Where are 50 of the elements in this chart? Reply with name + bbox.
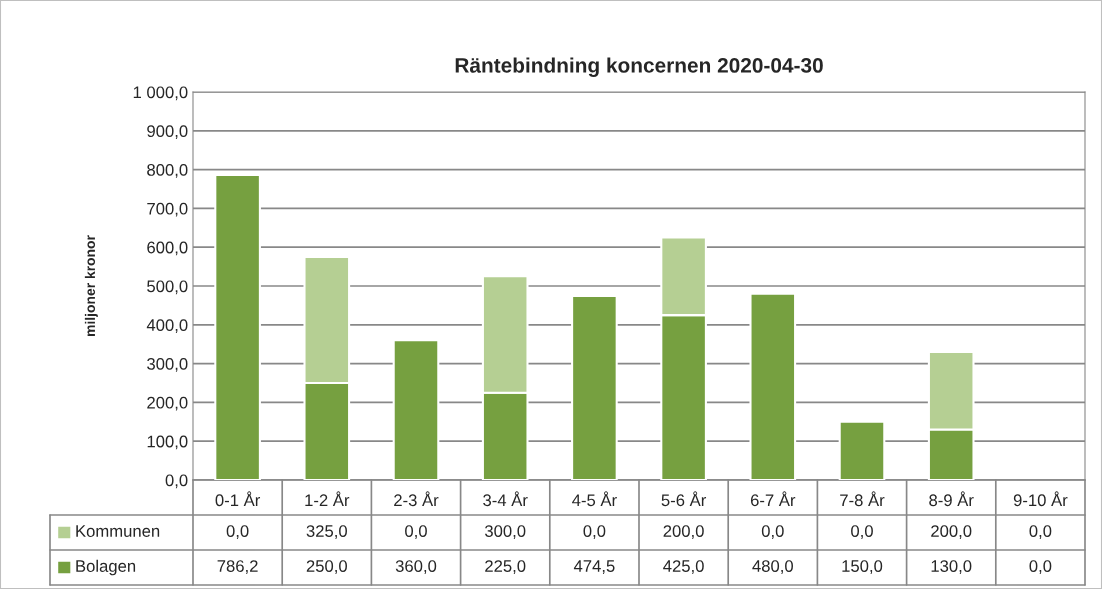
data-label: 325,0 <box>306 525 347 539</box>
y-tick-label: 800,0 <box>147 164 188 178</box>
chart-title: Räntebindning koncernen 2020-04-30 <box>455 57 823 77</box>
x-tick-label: 3-4 År <box>483 491 528 507</box>
data-label: 360,0 <box>395 560 437 574</box>
legend-label: Bolagen <box>76 559 136 576</box>
data-label: 130,0 <box>931 560 972 574</box>
x-tick-label: 7-8 År <box>840 491 885 507</box>
y-tick-label: 100,0 <box>147 435 188 450</box>
y-tick-label: 200,0 <box>147 396 188 411</box>
data-label: 200,0 <box>663 525 704 539</box>
data-label: 0,0 <box>583 525 606 539</box>
y-tick-label: 600,0 <box>147 241 188 256</box>
data-label: 0,0 <box>226 525 249 539</box>
data-label: 480,0 <box>752 560 793 574</box>
data-label: 200,0 <box>931 525 972 539</box>
data-label: 0,0 <box>405 525 427 539</box>
data-label: 225,0 <box>485 560 526 574</box>
y-tick-label: 500,0 <box>147 280 188 295</box>
x-tick-label: 2-3 År <box>394 491 439 507</box>
y-tick-label: 0,0 <box>165 474 188 489</box>
data-label: 0,0 <box>851 525 873 539</box>
x-tick-label: 5-6 År <box>661 491 707 507</box>
y-tick-label: 1 000,0 <box>133 86 188 101</box>
x-tick-label: 9-10 År <box>1013 491 1068 507</box>
data-label: 0,0 <box>1029 560 1052 574</box>
bar <box>214 173 261 480</box>
data-label: 300,0 <box>484 525 526 539</box>
y-tick-label: 900,0 <box>147 125 188 139</box>
data-label: 0,0 <box>761 525 784 539</box>
x-tick-label: 4-5 År <box>572 491 617 507</box>
x-tick-label: 1-2 År <box>305 491 350 506</box>
bar <box>749 292 797 480</box>
x-tick-label: 8-9 År <box>929 491 974 507</box>
y-tick-label: 300,0 <box>147 358 188 372</box>
data-label: 250,0 <box>306 560 347 574</box>
bar <box>571 294 618 480</box>
data-label: 786,2 <box>217 560 258 574</box>
bar <box>838 420 886 480</box>
legend-label: Kommunen <box>76 525 160 537</box>
x-tick-label: 6-7 År <box>750 491 796 507</box>
bar <box>392 339 440 480</box>
data-label: 0,0 <box>1029 525 1052 539</box>
y-axis-title: miljoner kronor <box>84 235 98 337</box>
data-label: 150,0 <box>842 560 883 574</box>
x-tick-label: 0-1 År <box>215 491 261 507</box>
y-tick-label: 400,0 <box>146 319 188 333</box>
y-tick-label: 700,0 <box>147 202 188 217</box>
data-label: 425,0 <box>663 560 704 574</box>
data-label: 474,5 <box>573 560 615 574</box>
